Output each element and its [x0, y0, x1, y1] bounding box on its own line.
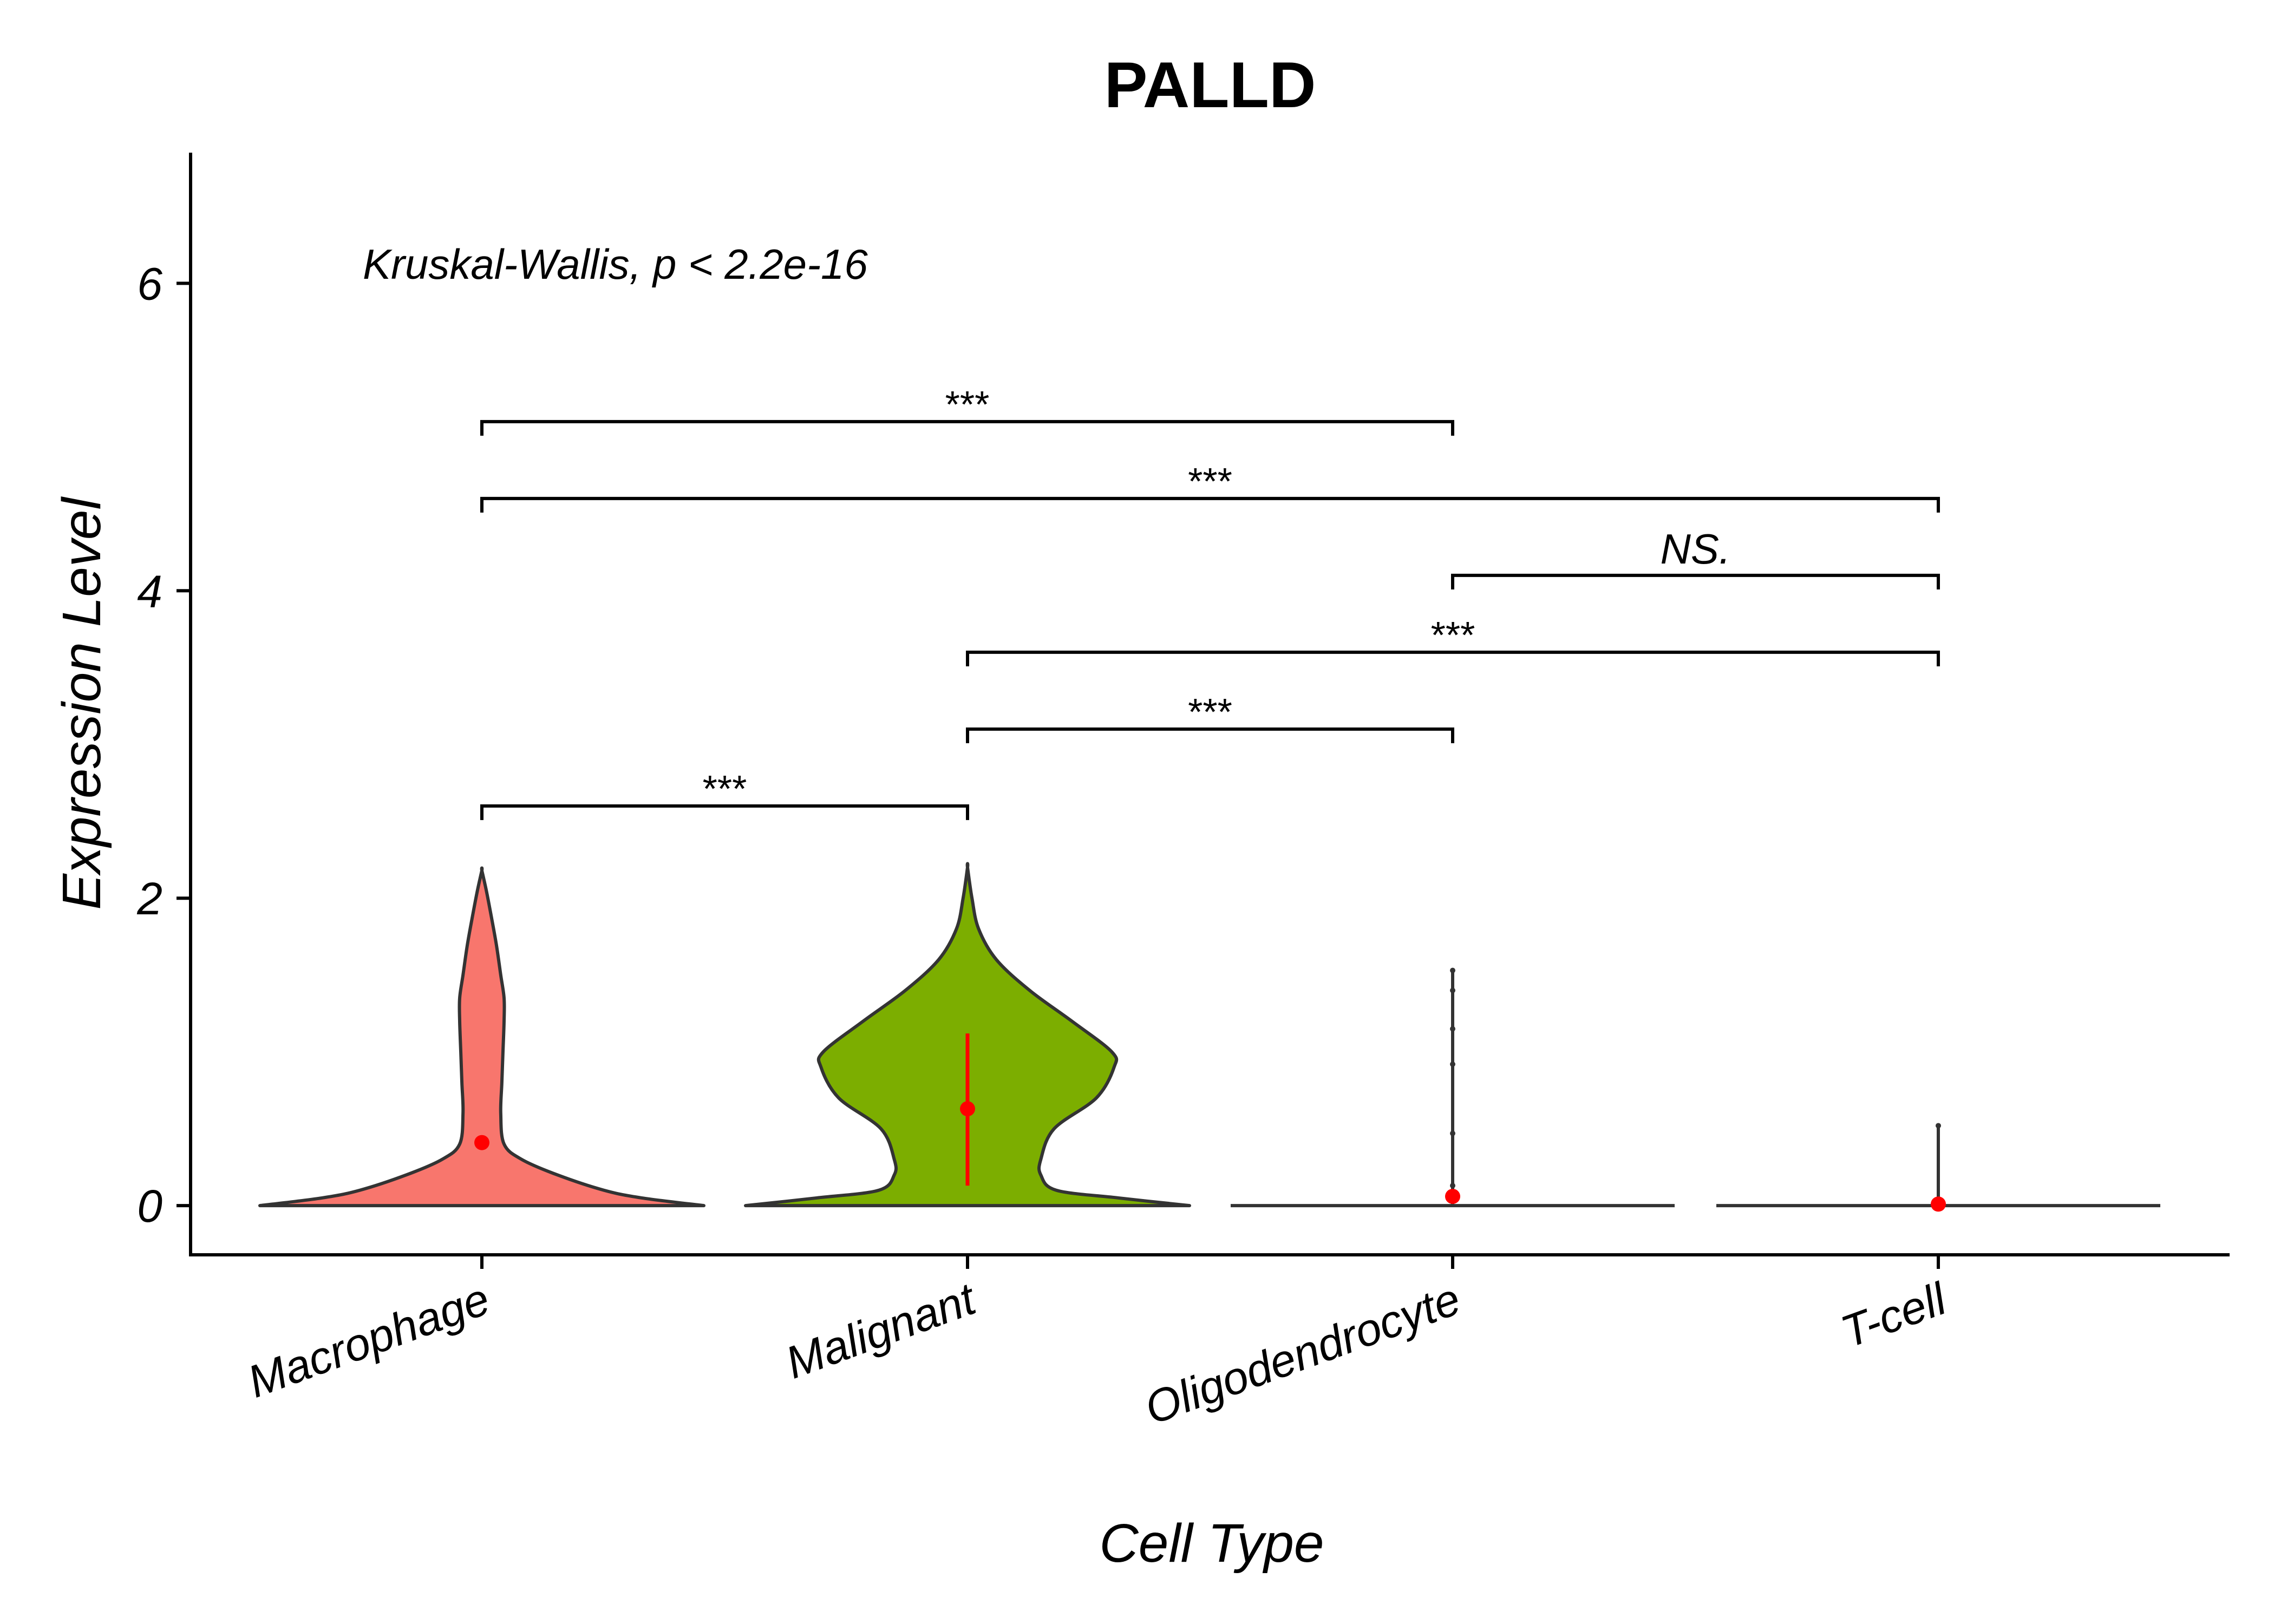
y-axis-title: Expression Level: [51, 496, 112, 909]
mean-point-macrophage: [474, 1135, 489, 1150]
outlier-point: [1450, 1061, 1455, 1067]
y-tick-label: 6: [137, 258, 162, 309]
violins-layer: [258, 862, 2160, 1212]
comparison-label: ***: [945, 383, 990, 425]
comparison-label: ***: [1188, 460, 1232, 502]
mean-point-t-cell: [1931, 1196, 1946, 1212]
kruskal-wallis-annotation: Kruskal-Wallis, p < 2.2e-16: [363, 240, 868, 288]
comparison-brackets: *** *** NS. *** *** ***: [480, 383, 1940, 820]
outlier-point: [1450, 1130, 1455, 1136]
comparison-label: NS.: [1660, 525, 1730, 573]
comparison-label: ***: [703, 768, 747, 810]
comparison-bracket: [480, 420, 1454, 436]
y-tick-label: 4: [137, 566, 162, 617]
y-tick-label: 0: [137, 1181, 162, 1232]
mean-point-oligodendrocyte: [1445, 1189, 1460, 1204]
x-tick-label-oligodendrocyte: Oligodendrocyte: [1138, 1273, 1467, 1435]
x-tick-label-malignant: Malignant: [779, 1272, 984, 1388]
violin-macrophage: [258, 866, 705, 1208]
x-axis-title: Cell Type: [1100, 1513, 1324, 1574]
outlier-point: [1936, 1123, 1941, 1129]
comparison-bracket: [966, 650, 1940, 666]
x-tick-label-macrophage: Macrophage: [241, 1273, 496, 1407]
y-tick-label: 2: [136, 873, 162, 924]
outlier-point: [1450, 987, 1455, 993]
chart-title: PALLD: [1104, 49, 1316, 121]
comparison-bracket: [1451, 573, 1940, 590]
comparison-bracket: [966, 727, 1454, 743]
comparison-bracket: [480, 804, 969, 820]
comparison-bracket: [480, 496, 1940, 513]
outlier-point: [1450, 967, 1455, 973]
x-tick-label-t-cell: T-cell: [1834, 1273, 1953, 1358]
x-axis-ticks: Macrophage Malignant Oligodendrocyte T-cell: [241, 1255, 1953, 1434]
comparison-label: ***: [1188, 691, 1232, 733]
comparison-label: ***: [1431, 614, 1475, 656]
outlier-point: [1450, 1026, 1455, 1032]
y-axis-ticks: 0 2 4 6: [136, 258, 191, 1232]
mean-point-malignant: [960, 1101, 975, 1117]
outlier-point: [1450, 1183, 1455, 1189]
